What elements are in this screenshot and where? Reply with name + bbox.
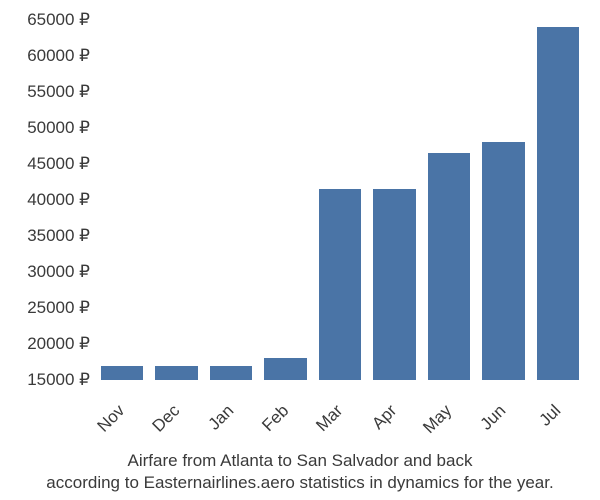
y-tick-label: 40000 ₽ [27, 190, 90, 210]
x-tick-label: Jul [535, 401, 565, 431]
y-tick-label: 60000 ₽ [27, 46, 90, 66]
caption-line-2: according to Easternairlines.aero statis… [46, 473, 553, 492]
bar [319, 189, 361, 380]
y-tick-label: 55000 ₽ [27, 82, 90, 102]
x-tick-label: Nov [94, 401, 130, 437]
x-tick-label: Apr [369, 401, 402, 434]
bar [428, 153, 470, 380]
chart-caption: Airfare from Atlanta to San Salvador and… [0, 450, 600, 494]
x-tick-label: Dec [148, 401, 184, 437]
bar [264, 358, 306, 380]
y-tick-label: 25000 ₽ [27, 298, 90, 318]
x-tick-label: Jun [477, 401, 511, 435]
x-tick-label: May [419, 401, 456, 438]
airfare-bar-chart: Airfare from Atlanta to San Salvador and… [0, 0, 600, 500]
bar [101, 366, 143, 380]
y-tick-label: 20000 ₽ [27, 334, 90, 354]
bar [373, 189, 415, 380]
x-tick-label: Mar [312, 401, 347, 436]
bar [210, 366, 252, 380]
x-tick-label: Feb [258, 401, 293, 436]
caption-line-1: Airfare from Atlanta to San Salvador and… [128, 451, 473, 470]
bar [155, 366, 197, 380]
y-tick-label: 45000 ₽ [27, 154, 90, 174]
y-tick-label: 35000 ₽ [27, 226, 90, 246]
bar [482, 142, 524, 380]
x-tick-label: Jan [205, 401, 239, 435]
bar [537, 27, 579, 380]
plot-area [95, 20, 585, 380]
y-tick-label: 50000 ₽ [27, 118, 90, 138]
y-tick-label: 30000 ₽ [27, 262, 90, 282]
y-tick-label: 65000 ₽ [27, 10, 90, 30]
y-tick-label: 15000 ₽ [27, 370, 90, 390]
